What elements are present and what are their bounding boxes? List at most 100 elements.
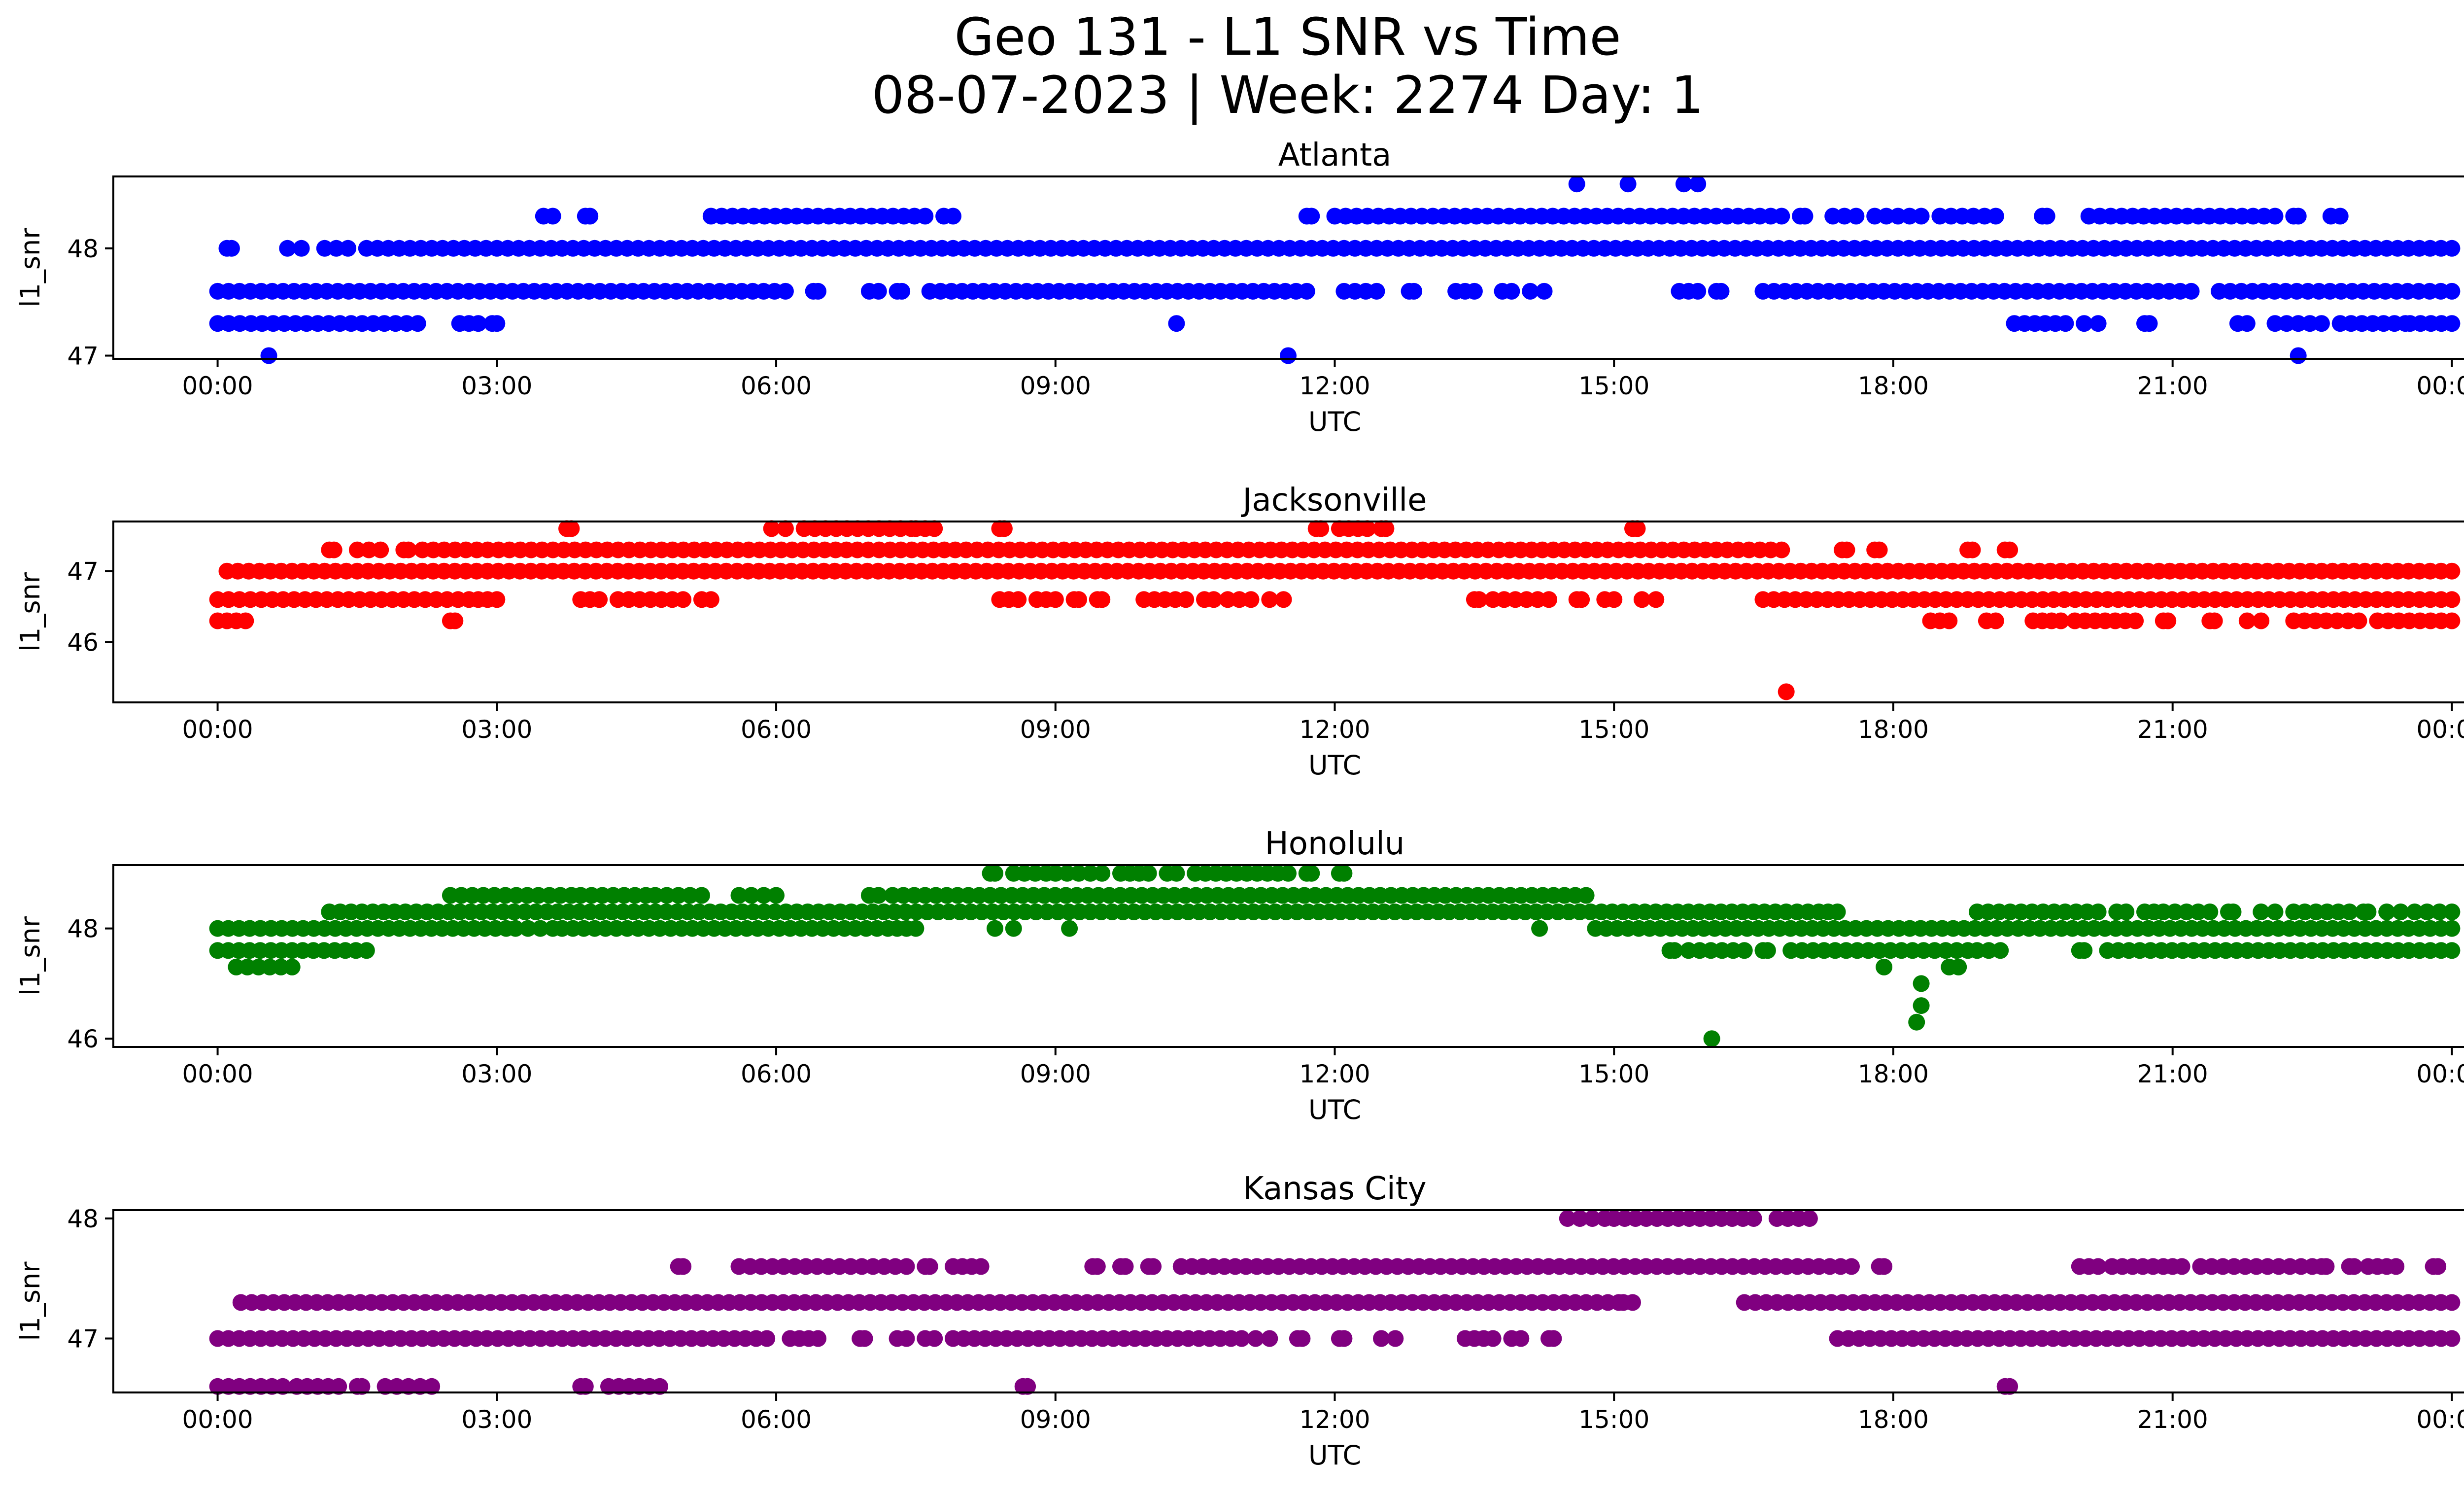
data-point [987, 920, 1003, 937]
data-point [2443, 942, 2461, 959]
x-tick-label: 06:00 [741, 372, 812, 400]
data-point [2238, 612, 2256, 629]
data-point [1703, 1030, 1720, 1047]
data-point [2089, 1258, 2107, 1275]
data-point [1913, 208, 1930, 225]
data-point [274, 1378, 291, 1395]
x-tick-label: 03:00 [461, 715, 532, 744]
data-point [1335, 1330, 1353, 1347]
x-tick-label: 18:00 [1858, 1060, 1929, 1088]
y-tick-label: 46 [67, 1025, 99, 1053]
data-point [2431, 904, 2448, 920]
data-point [921, 1258, 938, 1275]
data-point [658, 887, 676, 904]
data-point [2278, 315, 2295, 332]
data-point [1980, 942, 1997, 959]
data-point [1359, 520, 1376, 537]
data-point [1466, 282, 1483, 300]
data-point [1901, 208, 1918, 225]
x-axis-label: UTC [1308, 1440, 1361, 1471]
panel-title: Honolulu [1265, 826, 1405, 862]
data-point [2346, 1258, 2363, 1275]
x-tick-label: 09:00 [1020, 1060, 1091, 1088]
x-axis-label: UTC [1308, 1094, 1361, 1125]
x-tick-label: 21:00 [2137, 372, 2208, 400]
data-point [2266, 904, 2284, 920]
data-point [1294, 1330, 1311, 1347]
data-point [1950, 958, 1967, 975]
x-tick-label: 06:00 [741, 715, 812, 744]
data-point [693, 887, 710, 904]
data-point [1298, 282, 1315, 300]
data-point [1778, 683, 1795, 700]
data-point [2166, 904, 2184, 920]
data-point [360, 541, 377, 558]
data-points [209, 865, 2461, 1047]
x-tick-label: 12:00 [1299, 372, 1370, 400]
data-point [1047, 865, 1064, 882]
data-point [1545, 1330, 1562, 1347]
data-point [1010, 591, 1027, 608]
data-point [591, 591, 608, 608]
data-point [647, 887, 664, 904]
data-point [2360, 904, 2377, 920]
x-tick-label: 00:00 [182, 1060, 253, 1088]
data-point [2118, 904, 2135, 920]
data-point [1231, 591, 1248, 608]
data-point [1503, 282, 1520, 300]
x-tick-label: 18:00 [1858, 715, 1929, 744]
data-point [1675, 175, 1692, 193]
x-tick-label: 00:00 [2416, 372, 2464, 400]
y-axis-label: l1_snr [15, 572, 46, 652]
data-point [1889, 208, 1907, 225]
data-point [1089, 1258, 1106, 1275]
data-point [409, 315, 426, 332]
data-point [1629, 520, 1646, 537]
data-point [1522, 282, 1539, 300]
data-point [1689, 282, 1707, 300]
data-point [1568, 175, 1585, 193]
panel-honolulu: Honolulu 00:00 03:00 06:00 09:00 12:00 15:00 18… [15, 826, 2464, 1125]
data-point [2443, 315, 2461, 332]
data-point [488, 315, 506, 332]
data-point [1941, 612, 1958, 629]
data-point [670, 887, 687, 904]
data-point [1836, 208, 1853, 225]
data-point [507, 920, 524, 937]
data-point [1233, 1330, 1250, 1347]
data-point [1205, 591, 1222, 608]
data-point [898, 1330, 915, 1347]
data-point [1619, 175, 1637, 193]
data-point [2443, 282, 2461, 300]
data-point [651, 1378, 668, 1395]
data-point [2290, 315, 2307, 332]
x-tick-label: 15:00 [1578, 715, 1649, 744]
panel-atlanta: Atlanta 00:00 03:00 06:00 09:00 12:00 15:00 18:… [15, 137, 2464, 437]
data-point [2001, 541, 2019, 558]
y-tick-label: 48 [67, 235, 99, 263]
y-tick-label: 46 [67, 628, 99, 657]
figure-subtitle: 08-07-2023 | Week: 2274 Day: 1 [871, 65, 1704, 125]
data-point [1871, 541, 1888, 558]
data-point [2313, 315, 2330, 332]
data-point [2076, 315, 2093, 332]
x-tick-label: 15:00 [1578, 1060, 1649, 1088]
data-point [2430, 1258, 2447, 1275]
data-point [340, 240, 357, 257]
data-point [1536, 282, 1553, 300]
data-point [1247, 1330, 1264, 1347]
data-point [411, 1378, 429, 1395]
data-point [563, 520, 580, 537]
data-point [675, 591, 692, 608]
data-point [1377, 520, 1395, 537]
data-point [488, 591, 506, 608]
data-point [330, 1378, 347, 1395]
data-point [2443, 904, 2461, 920]
data-point [777, 520, 794, 537]
data-point [2253, 904, 2270, 920]
data-point [1368, 282, 1385, 300]
panel-jacksonville: Jacksonville 00:00 03:00 06:00 09:00 12:00 15:… [15, 482, 2464, 781]
data-point [1275, 591, 1292, 608]
data-point [1964, 541, 1981, 558]
